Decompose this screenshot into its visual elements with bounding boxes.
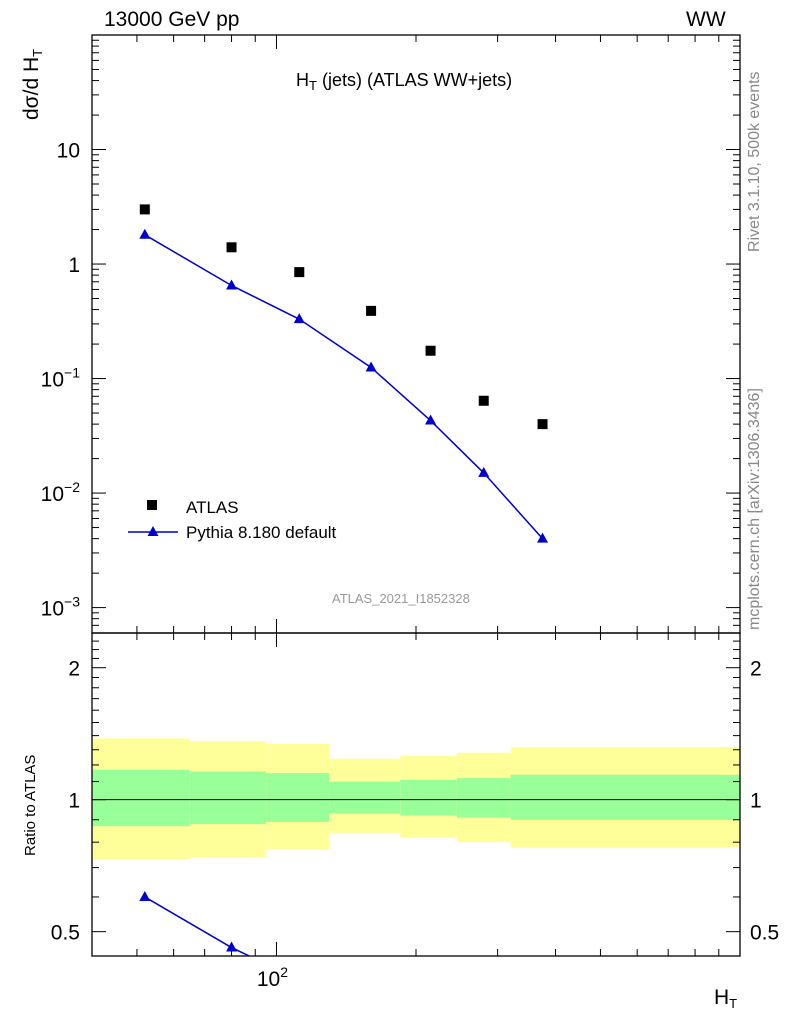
pythia-point (293, 313, 305, 324)
main-y-tick-label: 10−2 (41, 479, 81, 506)
legend-pythia-label: Pythia 8.180 default (186, 523, 337, 542)
ratio-band-inner-6 (510, 774, 740, 820)
legend-atlas-label: ATLAS (186, 498, 239, 517)
ratio-y-tick-label-left: 1 (68, 790, 80, 813)
ratio-y-tick-label-right: 2 (750, 658, 762, 681)
atlas-point (294, 267, 305, 278)
atlas-point (537, 419, 548, 430)
mcplots-label: mcplots.cern.ch [arXiv:1306.3436] (746, 388, 763, 630)
atlas-point (478, 395, 489, 406)
main-plot-frame (91, 34, 741, 634)
x-tick-label-100: 102 (257, 964, 288, 991)
main-y-tick-label: 10−1 (41, 365, 81, 392)
pythia-line (144, 234, 544, 540)
atlas-point (139, 204, 150, 215)
header-right: WW (686, 8, 726, 31)
pythia-point (365, 361, 377, 372)
ratio-y-axis-label: Ratio to ATLAS (22, 754, 39, 856)
pythia-point (226, 279, 238, 290)
atlas-point (425, 345, 436, 356)
main-y-tick-label: 1 (68, 254, 80, 277)
ratio-band-inner-0 (92, 769, 190, 827)
main-y-tick-label: 10−3 (41, 594, 81, 621)
ratio-band-inner-4 (400, 779, 457, 816)
ratio-band-inner-2 (266, 773, 330, 822)
pythia-point (139, 228, 151, 239)
pythia-point (478, 466, 490, 477)
ratio-band-inner-5 (456, 778, 511, 818)
ratio-y-tick-label-left: 0.5 (51, 922, 80, 945)
ratio-band-inner-1 (189, 771, 267, 825)
rivet-version-label: Rivet 3.1.10, 500k events (746, 71, 763, 252)
pythia-point (425, 414, 437, 425)
atlas-point (226, 242, 237, 253)
main-y-axis-label: dσ/d HT (20, 48, 45, 120)
ratio-y-tick-label-right: 1 (750, 790, 762, 813)
ratio-band-inner-3 (329, 781, 401, 814)
analysis-watermark: ATLAS_2021_I1852328 (332, 591, 470, 606)
ratio-pythia-point (139, 890, 151, 901)
header-left: 13000 GeV pp (104, 8, 240, 31)
plot-title: HT (jets) (ATLAS WW+jets) (296, 70, 513, 93)
pythia-point (537, 532, 549, 543)
main-y-tick-label: 10 (57, 140, 80, 163)
legend-pythia-marker (147, 526, 159, 536)
ratio-y-tick-label-left: 2 (68, 658, 80, 681)
legend-atlas-marker (147, 500, 157, 510)
x-axis-label: HT (714, 986, 738, 1011)
atlas-point (366, 305, 377, 316)
ratio-pythia-point (226, 941, 238, 952)
ratio-y-tick-label-right: 0.5 (750, 922, 779, 945)
